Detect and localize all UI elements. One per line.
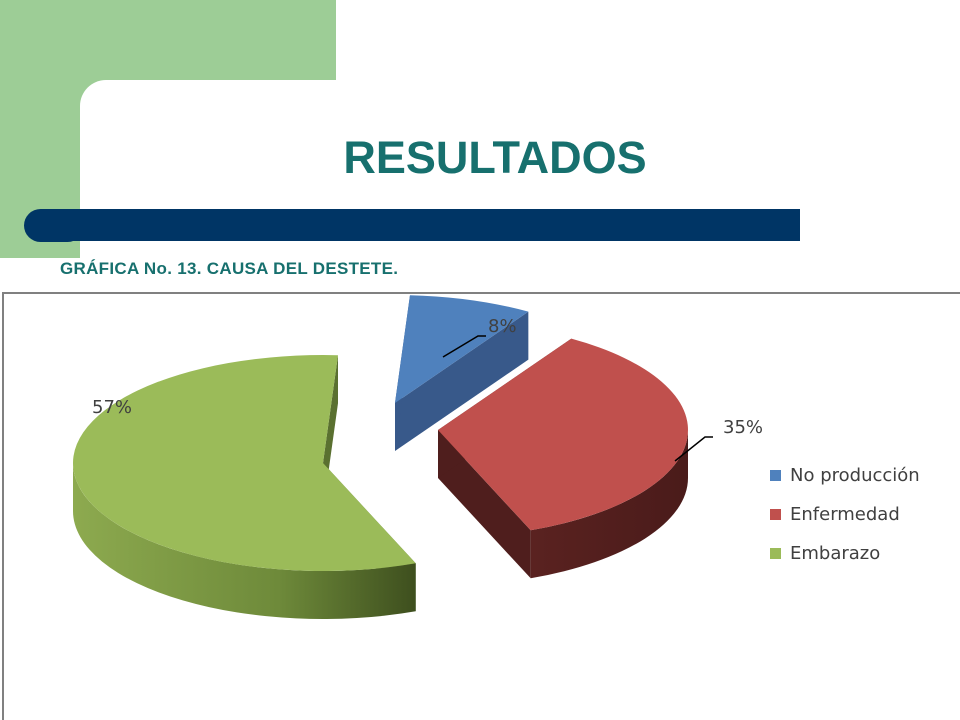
legend-label: Enfermedad (790, 504, 900, 525)
pie-slice-top (73, 355, 416, 571)
pie-slice-no-produccion (395, 295, 529, 451)
pie-slice-embarazo (73, 355, 416, 619)
legend-item-embarazo: Embarazo (770, 534, 920, 573)
pie-slice-cut (395, 311, 529, 451)
leader-line (674, 436, 713, 462)
legend-label: Embarazo (790, 543, 881, 564)
chart-legend: No producción Enfermedad Embarazo (770, 456, 920, 573)
data-label: 8% (488, 316, 517, 337)
header-bar (52, 209, 800, 241)
pie-slice-top (438, 338, 688, 531)
decorative-white-panel (80, 80, 960, 300)
legend-swatch (770, 548, 781, 559)
chart-caption: GRÁFICA No. 13. CAUSA DEL DESTETE. (60, 259, 399, 278)
leader-line (442, 335, 486, 358)
legend-label: No producción (790, 465, 920, 486)
pie-slice-side (530, 430, 688, 579)
pie-slice-cut (438, 430, 531, 579)
slide-title: RESULTADOS (343, 132, 647, 183)
pie-slice-enfermedad (438, 338, 688, 579)
legend-swatch (770, 470, 781, 481)
legend-swatch (770, 509, 781, 520)
data-label: 35% (723, 417, 763, 438)
data-label: 57% (92, 397, 132, 418)
legend-item-enfermedad: Enfermedad (770, 495, 920, 534)
pie-slice-side (73, 463, 416, 619)
pie-slice-top (395, 295, 529, 403)
legend-item-no-produccion: No producción (770, 456, 920, 495)
